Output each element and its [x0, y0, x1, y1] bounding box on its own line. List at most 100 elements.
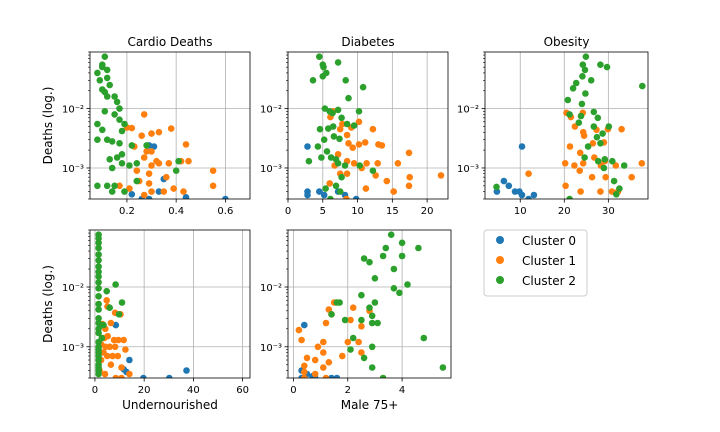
point-cluster-2: [379, 374, 387, 378]
point-cluster-2: [334, 160, 342, 167]
point-cluster-1: [311, 370, 319, 378]
point-cluster-2: [100, 321, 107, 329]
point-cluster-1: [343, 131, 351, 139]
point-cluster-1: [298, 336, 305, 344]
point-cluster-1: [355, 338, 362, 346]
point-cluster-2: [382, 244, 390, 252]
point-cluster-2: [321, 105, 329, 112]
point-cluster-1: [118, 364, 125, 371]
point-cluster-2: [115, 311, 123, 318]
x-tick-label: 15: [386, 206, 399, 217]
point-cluster-1: [383, 177, 391, 185]
point-cluster-2: [616, 185, 623, 192]
point-cluster-2: [103, 182, 111, 190]
point-cluster-2: [366, 258, 373, 266]
point-cluster-1: [322, 374, 330, 378]
point-cluster-2: [360, 255, 368, 262]
point-cluster-1: [122, 346, 129, 353]
point-cluster-1: [320, 349, 327, 356]
point-cluster-2: [368, 343, 376, 351]
point-cluster-2: [600, 164, 608, 172]
point-cluster-2: [334, 59, 342, 66]
point-cluster-2: [111, 111, 118, 118]
point-cluster-2: [106, 156, 113, 163]
point-cluster-1: [116, 182, 123, 190]
point-cluster-1: [322, 319, 330, 327]
y-tick-label: 10⁻³: [457, 164, 479, 175]
point-cluster-1: [107, 361, 115, 369]
point-cluster-2: [569, 85, 577, 92]
point-cluster-1: [406, 173, 414, 181]
point-cluster-1: [115, 336, 122, 344]
point-cluster-1: [163, 173, 170, 181]
point-cluster-2: [101, 53, 109, 60]
point-cluster-2: [387, 231, 395, 238]
point-cluster-1: [618, 125, 625, 133]
y-tick-label: 10⁻²: [62, 283, 84, 294]
point-cluster-2: [108, 164, 116, 172]
point-cluster-2: [336, 299, 343, 306]
point-cluster-2: [355, 108, 363, 115]
point-cluster-2: [439, 364, 447, 371]
point-cluster-2: [581, 154, 588, 161]
point-cluster-2: [175, 157, 182, 165]
panel-title: Diabetes: [341, 35, 394, 49]
point-cluster-1: [576, 167, 583, 174]
point-cluster-1: [378, 142, 386, 149]
point-cluster-2: [371, 299, 379, 306]
point-cluster-1: [576, 149, 584, 157]
point-cluster-2: [587, 77, 595, 84]
point-cluster-1: [143, 148, 150, 155]
point-cluster-2: [94, 120, 101, 128]
point-cluster-2: [639, 82, 646, 90]
point-cluster-1: [145, 180, 153, 187]
point-cluster-2: [336, 188, 344, 195]
y-tick-label: 10⁻³: [62, 343, 84, 354]
point-cluster-2: [564, 96, 572, 104]
point-cluster-2: [349, 334, 357, 342]
point-cluster-2: [94, 69, 101, 77]
point-cluster-1: [112, 374, 120, 378]
x-axis-label: Male 75+: [341, 398, 399, 412]
y-tick-label: 10⁻³: [260, 343, 282, 354]
point-cluster-2: [95, 293, 102, 300]
point-cluster-2: [118, 299, 126, 306]
point-cluster-2: [95, 338, 102, 346]
point-cluster-1: [394, 160, 402, 167]
point-cluster-2: [341, 316, 349, 324]
point-cluster-2: [610, 177, 618, 185]
point-cluster-1: [577, 188, 584, 195]
point-cluster-2: [590, 123, 598, 130]
point-cluster-2: [493, 183, 500, 191]
point-cluster-2: [318, 154, 325, 161]
point-cluster-2: [96, 77, 104, 84]
y-axis-label: Deaths (log.): [41, 265, 55, 343]
axes-frame: [287, 51, 449, 200]
point-cluster-1: [363, 160, 370, 167]
point-cluster-1: [133, 167, 141, 174]
y-axis-label: Deaths (log.): [41, 87, 55, 165]
point-cluster-1: [180, 188, 187, 195]
point-cluster-2: [319, 73, 327, 80]
point-cluster-1: [343, 195, 350, 199]
point-cluster-2: [95, 263, 102, 270]
point-cluster-2: [95, 315, 102, 322]
point-cluster-2: [316, 53, 323, 60]
point-cluster-2: [579, 61, 587, 68]
legend-frame: [483, 229, 588, 297]
point-cluster-1: [148, 188, 155, 195]
point-cluster-1: [109, 352, 116, 360]
point-cluster-1: [165, 160, 173, 167]
point-cluster-1: [628, 173, 635, 181]
point-cluster-2: [350, 122, 358, 129]
point-cluster-2: [95, 300, 102, 308]
point-cluster-2: [358, 316, 365, 324]
point-cluster-2: [390, 265, 398, 273]
points-undernourished: [95, 231, 190, 378]
point-cluster-2: [103, 93, 111, 100]
point-cluster-0: [304, 191, 311, 199]
point-cluster-1: [155, 128, 163, 136]
point-cluster-1: [405, 149, 413, 157]
point-cluster-2: [95, 251, 102, 258]
point-cluster-0: [518, 143, 526, 150]
